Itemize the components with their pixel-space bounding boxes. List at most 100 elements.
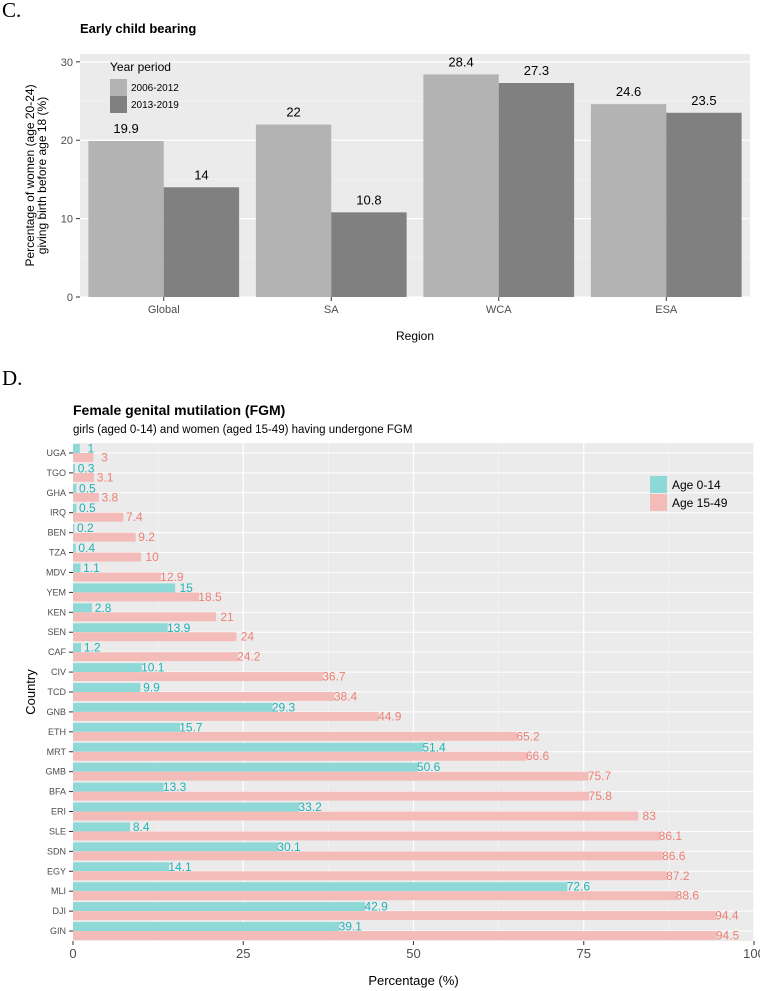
bar-value-label: 24: [241, 630, 255, 644]
bar-Age 15-49: [73, 771, 589, 781]
bar-value-label: 8.4: [133, 820, 150, 834]
x-axis-label: Percentage (%): [368, 973, 458, 988]
bar-Age 0-14: [73, 663, 142, 673]
x-tick-label: WCA: [486, 304, 512, 316]
x-tick-label: Global: [148, 304, 180, 316]
bar-value-label: 3: [101, 450, 108, 464]
bar-2013-2019: [163, 187, 240, 297]
bar-value-label: 24.6: [616, 84, 641, 99]
bar-value-label: 9.9: [143, 681, 160, 695]
y-axis-label: Country: [23, 669, 38, 715]
bar-Age 0-14: [73, 882, 568, 892]
bar-Age 0-14: [73, 563, 81, 573]
chart-subtitle: girls (aged 0-14) and women (aged 15-49)…: [73, 424, 412, 436]
y-tick-label: IRQ: [50, 508, 66, 518]
bar-value-label: 21: [220, 610, 234, 624]
bar-Age 0-14: [73, 523, 75, 533]
bar-Age 15-49: [73, 532, 136, 542]
y-tick-label: ERI: [51, 807, 66, 817]
bar-Age 0-14: [73, 922, 340, 932]
bar-Age 15-49: [73, 512, 124, 522]
x-tick-label: 0: [69, 946, 76, 961]
bar-Age 15-49: [73, 452, 94, 462]
bar-value-label: 13.9: [167, 621, 191, 635]
y-tick-label: ETH: [48, 727, 66, 737]
bar-2013-2019: [666, 112, 742, 298]
legend-key-Age 0-14: [650, 476, 667, 493]
early-child-bearing-chart: 0 10 20 30 Global 19.9 14 SA 22 10.8 WCA 28.4 27.3 ES…: [23, 21, 750, 343]
bar-value-label: 0.5: [79, 501, 96, 515]
bar-Age 15-49: [73, 672, 323, 682]
bar-Age 15-49: [73, 911, 716, 921]
bar-Age 15-49: [73, 472, 95, 482]
legend-label: 2013-2019: [131, 100, 179, 111]
bar-Age 15-49: [73, 931, 717, 941]
chart-title: Early child bearing: [80, 21, 196, 36]
bar-value-label: 50.6: [417, 760, 441, 774]
bar-2013-2019: [498, 83, 575, 297]
x-tick-label: ESA: [655, 304, 678, 316]
bar-Age 15-49: [73, 791, 590, 801]
panel-d-label: D.: [2, 366, 23, 390]
bar-value-label: 38.4: [334, 689, 358, 703]
y-tick-label: SDN: [47, 846, 66, 856]
bar-value-label: 88.6: [676, 889, 700, 903]
y-tick-label: TZA: [49, 548, 66, 558]
y-tick-label: EGY: [47, 866, 66, 876]
bar-Age 15-49: [73, 612, 217, 622]
bar-Age 15-49: [73, 492, 99, 502]
y-axis-label: Percentage of women (age 20-24): [23, 84, 37, 266]
y-tick-label: GMB: [45, 767, 66, 777]
bar-Age 15-49: [73, 692, 335, 701]
y-axis-label-group: Percentage of women (age 20-24)giving bi…: [23, 84, 49, 266]
bar-Age 15-49: [73, 811, 639, 821]
y-axis-label: giving birth before age 18 (%): [35, 97, 49, 254]
x-tick-label: 25: [236, 946, 250, 961]
bar-Age 0-14: [73, 802, 300, 812]
bar-value-label: 94.5: [716, 929, 740, 943]
legend-label: Age 15-49: [672, 496, 728, 510]
y-tick-label: YEM: [46, 587, 66, 597]
bar-value-label: 29.3: [272, 700, 296, 714]
bar-Age 15-49: [73, 731, 518, 741]
bar-Age 15-49: [73, 851, 663, 861]
y-tick-label: MDV: [46, 567, 66, 577]
bar-Age 0-14: [73, 483, 77, 493]
bar-Age 0-14: [73, 463, 76, 473]
y-tick-label: SEN: [47, 627, 66, 637]
x-axis-label: Region: [396, 329, 434, 343]
bar-value-label: 10.1: [141, 661, 165, 675]
bar-Age 0-14: [73, 623, 168, 633]
bar-value-label: 44.9: [378, 709, 402, 723]
bar-Age 0-14: [73, 862, 170, 872]
bar-2013-2019: [331, 212, 407, 297]
y-tick-label: 0: [67, 292, 73, 304]
bar-value-label: 87.2: [666, 869, 690, 883]
bar-value-label: 15.7: [179, 720, 203, 734]
bar-2006-2012: [590, 104, 667, 297]
bar-Age 15-49: [73, 632, 237, 642]
y-tick-label: GHA: [46, 488, 66, 498]
bar-Age 0-14: [73, 643, 82, 653]
y-tick-label: 30: [61, 57, 73, 69]
bar-value-label: 28.4: [448, 54, 473, 69]
bar-value-label: 15: [179, 581, 193, 595]
bar-value-label: 3.1: [97, 470, 114, 484]
y-tick-label: GIN: [50, 926, 66, 936]
bar-2006-2012: [88, 141, 164, 297]
bar-value-label: 36.7: [322, 670, 346, 684]
bar-value-label: 22: [286, 105, 300, 120]
y-tick-label: TCD: [48, 687, 67, 697]
legend-label: Age 0-14: [672, 478, 721, 492]
legend-label: 2006-2012: [131, 83, 179, 94]
bar-Age 15-49: [73, 711, 379, 721]
bar-Age 0-14: [73, 543, 76, 553]
bar-value-label: 33.2: [298, 800, 322, 814]
bar-Age 15-49: [73, 552, 142, 562]
bar-value-label: 83: [643, 809, 657, 823]
bar-value-label: 2.8: [95, 601, 112, 615]
x-tick-label: 75: [577, 946, 591, 961]
bar-value-label: 10.8: [356, 192, 381, 207]
bar-value-label: 19.9: [113, 121, 138, 136]
